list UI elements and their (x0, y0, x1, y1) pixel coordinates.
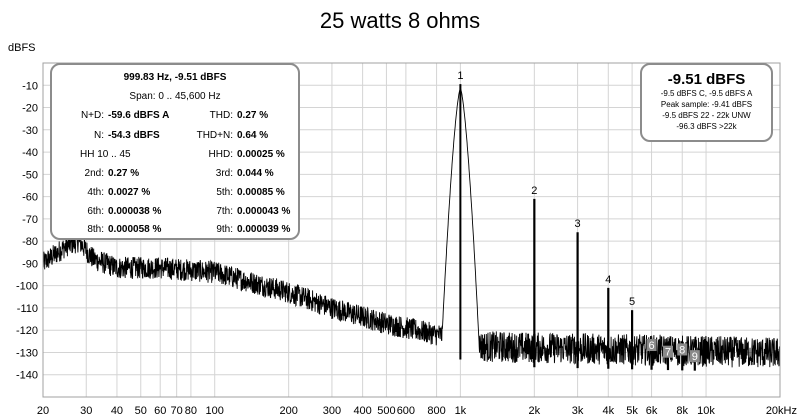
info-value: 0.27 % (237, 110, 269, 121)
harmonic-labels: 1 2 3 4 5 67 89 (457, 70, 700, 363)
harmonic-label-6: 6 (648, 340, 654, 352)
x-tick-label: 20 (37, 405, 49, 417)
info-label: 4th: (87, 187, 104, 198)
x-tick-label: 10k (697, 405, 715, 417)
harmonic-label-1: 1 (457, 70, 463, 82)
harmonic-label-bg (689, 350, 700, 363)
x-tick-label: 1k (455, 405, 467, 417)
info-value: 0.00085 % (237, 187, 285, 198)
info-label: 2nd: (84, 168, 104, 179)
measurement-info-box: 999.83 Hz, -9.51 dBFS Span: 0 .. 45,600 … (50, 63, 300, 240)
info-label: 5th: (216, 187, 233, 198)
x-tick-label: 100 (206, 405, 224, 417)
harmonic-label-bg (662, 345, 673, 358)
level-readout-box: -9.51 dBFS -9.5 dBFS C, -9.5 dBFS A Peak… (640, 63, 773, 142)
level-readout-line: -9.5 dBFS C, -9.5 dBFS A (660, 89, 753, 98)
y-tick-label: -140 (16, 370, 38, 382)
info-label: THD: (209, 110, 233, 121)
x-tick-label: 70 (171, 405, 183, 417)
info-value: 0.64 % (237, 130, 269, 141)
x-tick-label: 20kHz (766, 405, 797, 417)
chart-title: 25 watts 8 ohms (319, 8, 481, 33)
y-tick-label: -60 (22, 192, 38, 204)
harmonic-label-4: 4 (605, 274, 611, 286)
info-label: 7th: (216, 206, 233, 217)
harmonic-label-9: 9 (692, 351, 698, 363)
info-value: 0.044 % (237, 168, 274, 179)
y-tick-label: -120 (16, 325, 38, 337)
info-label: HH 10 .. 45 (80, 149, 131, 160)
info-label: 3rd: (215, 168, 233, 179)
y-tick-label: -80 (22, 236, 38, 248)
y-tick-label: -90 (22, 258, 38, 270)
x-tick-label: 4k (602, 405, 614, 417)
y-tick-label: -110 (17, 303, 38, 315)
x-tick-label: 600 (397, 405, 415, 417)
level-readout-line: -9.5 dBFS 22 - 22k UNW (662, 111, 751, 120)
info-label: N: (94, 130, 104, 141)
info-label: 6th: (87, 206, 104, 217)
info-value: 0.000038 % (108, 206, 162, 217)
level-readout-value: -9.51 dBFS (667, 71, 746, 88)
harmonic-label-2: 2 (531, 185, 537, 197)
x-tick-label: 80 (185, 405, 197, 417)
x-tick-label: 400 (353, 405, 371, 417)
noise-floor-trace (42, 88, 781, 368)
x-tick-label: 6k (646, 405, 658, 417)
x-tick-label: 2k (529, 405, 541, 417)
info-value: 0.0027 % (108, 187, 151, 198)
y-tick-label: -50 (22, 169, 38, 181)
info-value: -54.3 dBFS (108, 130, 160, 141)
info-value: 0.00025 % (237, 149, 285, 160)
x-tick-label: 5k (626, 405, 638, 417)
y-tick-label: -30 (22, 125, 38, 137)
info-label: 8th: (87, 224, 104, 235)
info-label: 9th: (216, 224, 233, 235)
harmonic-label-3: 3 (575, 218, 581, 230)
x-tick-label: 40 (111, 405, 123, 417)
x-tick-label: 200 (279, 405, 297, 417)
y-tick-label: -10 (22, 80, 38, 92)
info-value: -59.6 dBFS A (108, 110, 170, 121)
y-tick-label: -70 (22, 214, 38, 226)
info-value: 0.000058 % (108, 224, 162, 235)
plot-frame (42, 62, 781, 398)
harmonic-label-8: 8 (679, 344, 685, 356)
y-tick-label: -130 (16, 347, 38, 359)
x-tick-label: 3k (572, 405, 584, 417)
y-tick-label: -20 (22, 103, 38, 115)
harmonic-label-bg (646, 339, 657, 352)
y-axis-label: dBFS (8, 42, 36, 54)
info-value: 0.000043 % (237, 206, 291, 217)
harmonic-label-7: 7 (665, 347, 671, 359)
x-tick-label: 50 (135, 405, 147, 417)
x-tick-label: 30 (80, 405, 92, 417)
y-tick-label: -100 (16, 281, 38, 293)
info-span: Span: 0 .. 45,600 Hz (129, 91, 221, 102)
level-readout-line: -96.3 dBFS >22k (676, 122, 737, 131)
x-tick-label: 300 (323, 405, 341, 417)
level-readout-line: Peak sample: -9.41 dBFS (660, 100, 753, 109)
x-tick-label: 8k (676, 405, 688, 417)
harmonic-label-5: 5 (629, 296, 635, 308)
info-label: THD+N: (196, 130, 233, 141)
axis-tick-labels: -10 -20 -30 -40 -50 -60 -70 -80 -90 -100 -110 -120 -… (16, 80, 797, 417)
x-tick-label: 800 (427, 405, 445, 417)
harmonic-label-bg (677, 343, 688, 356)
x-tick-label: 60 (154, 405, 166, 417)
info-value: 0.000039 % (237, 224, 291, 235)
info-label: HHD: (208, 149, 233, 160)
info-header: 999.83 Hz, -9.51 dBFS (123, 72, 227, 83)
spectrum-trace (42, 84, 781, 371)
x-tick-label: 500 (377, 405, 395, 417)
info-value: 0.27 % (108, 168, 140, 179)
y-tick-label: -40 (22, 147, 38, 159)
info-label: N+D: (80, 110, 104, 121)
